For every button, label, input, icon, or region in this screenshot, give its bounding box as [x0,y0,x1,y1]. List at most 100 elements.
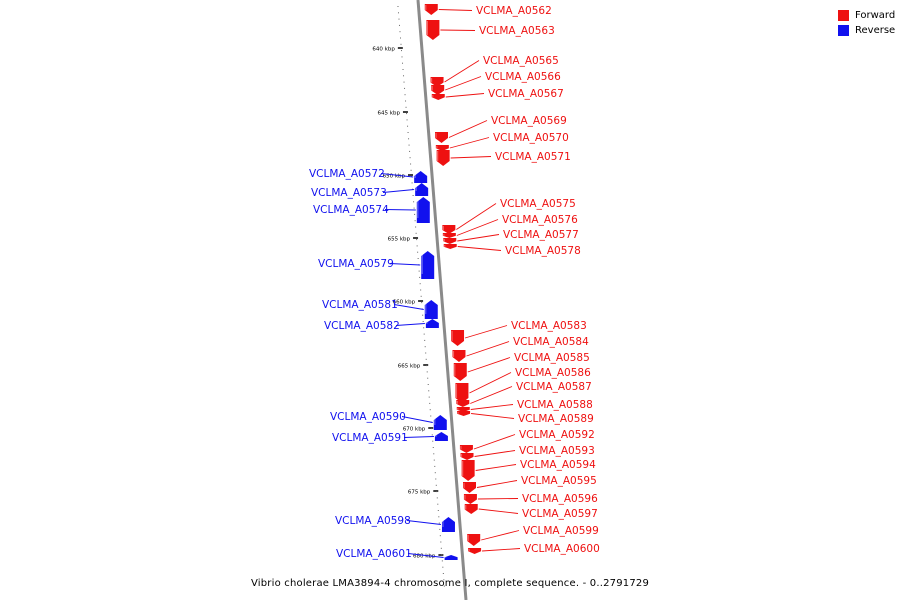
ruler-minor-tick [437,510,439,511]
gene-feature-vclma-a0575 [442,225,456,234]
gene-feature-vclma-a0598 [441,517,455,532]
gene-feature-vclma-a0585 [453,363,467,381]
ruler-minor-tick [425,358,427,360]
ruler-minor-tick [417,258,419,259]
ruler-tick-label: 680 kbp [413,554,436,560]
gene-label-vclma-a0579: VCLMA_A0579 [318,258,394,270]
gene-feature-vclma-a0600 [468,548,482,554]
ruler-minor-tick [405,106,407,108]
gene-label-vclma-a0576: VCLMA_A0576 [502,214,578,226]
tick-layer: 640 kbp 645 kbp 650 kbp 655 kbp 660 kbp 665 k… [372,6,445,587]
gene-feature-vclma-a0569 [435,132,448,143]
gene-leader-line [450,156,492,159]
gene-label-vclma-a0589: VCLMA_A0589 [518,413,594,425]
ruler-minor-tick [431,434,433,436]
gene-label-vclma-a0594: VCLMA_A0594 [520,459,596,471]
gene-feature-vclma-a0595 [463,482,476,493]
ruler-minor-tick [399,31,401,33]
ruler-minor-tick [443,579,445,581]
gene-feature-vclma-a0596 [463,494,477,504]
gene-layer: VCLMA_A0562 VCLMA_A0563 VCLMA_A0565 VCLMA_A… [309,4,600,560]
gene-label-vclma-a0586: VCLMA_A0586 [515,367,591,379]
gene-label-vclma-a0595: VCLMA_A0595 [521,475,597,487]
ruler-minor-tick [441,554,443,556]
ruler-minor-tick [442,573,444,574]
ruler-minor-tick [414,213,416,215]
gene-feature-vclma-a0590 [433,415,447,430]
gene-feature-vclma-a0588 [456,407,470,412]
ruler-minor-tick [397,6,399,7]
gene-feature-vclma-a0563 [426,20,440,40]
ruler-minor-tick [429,409,431,411]
gene-leader-line [384,209,416,211]
ruler-minor-tick [422,321,424,322]
ruler-minor-tick [402,69,404,70]
ruler-minor-tick [402,62,404,64]
forward-swatch-icon [838,10,849,21]
ruler-minor-tick [407,125,409,127]
ruler-minor-tick [424,339,426,341]
ruler-minor-tick [401,56,403,58]
ruler-minor-tick [405,100,407,102]
ruler-minor-tick [424,346,426,348]
gene-leader-line [481,530,520,541]
gene-feature-vclma-a0599 [467,534,481,546]
gene-feature-vclma-a0601 [444,555,458,560]
ruler-minor-tick [422,314,424,316]
gene-leader-line [476,480,518,488]
gene-label-vclma-a0572: VCLMA_A0572 [309,168,385,180]
ruler-minor-tick [421,302,423,304]
gene-label-vclma-a0569: VCLMA_A0569 [491,115,567,127]
gene-leader-line [440,29,476,31]
gene-feature-vclma-a0578 [443,244,457,249]
ruler-minor-tick [419,283,421,285]
ruler-minor-tick [412,195,414,196]
gene-feature-vclma-a0566 [431,85,445,95]
gene-label-vclma-a0570: VCLMA_A0570 [493,132,569,144]
gene-feature-vclma-a0594 [461,460,475,481]
gene-label-vclma-a0585: VCLMA_A0585 [514,352,590,364]
ruler-tick-label: 675 kbp [408,490,431,496]
ruler-minor-tick [425,352,427,354]
gene-label-vclma-a0571: VCLMA_A0571 [495,151,571,163]
legend: Forward Reverse [838,8,895,38]
ruler-minor-tick [440,547,442,549]
gene-label-vclma-a0562: VCLMA_A0562 [476,5,552,17]
gene-label-vclma-a0567: VCLMA_A0567 [488,88,564,100]
ruler-minor-tick [406,119,408,121]
ruler-minor-tick [427,384,429,385]
ruler-minor-tick [443,585,445,587]
gene-label-vclma-a0590: VCLMA_A0590 [330,411,406,423]
ruler-minor-tick [408,144,410,146]
gene-leader-line [457,234,500,242]
gene-leader-line [406,520,442,525]
gene-leader-line [403,436,434,438]
gene-leader-line [464,325,508,339]
gene-feature-vclma-a0591 [434,432,448,441]
gene-leader-line [471,413,515,419]
ruler-minor-tick [428,390,430,392]
ruler-minor-tick [432,440,434,442]
gene-label-vclma-a0581: VCLMA_A0581 [322,299,398,311]
gene-feature-vclma-a0570 [435,145,449,151]
ruler-minor-tick [433,459,435,461]
ruler-minor-tick [409,150,411,152]
gene-feature-vclma-a0589 [457,411,471,416]
gene-leader-line [449,137,490,149]
legend-item-reverse: Reverse [838,23,895,38]
gene-label-vclma-a0573: VCLMA_A0573 [311,187,387,199]
gene-label-vclma-a0582: VCLMA_A0582 [324,320,400,332]
ruler-minor-tick [436,497,438,499]
ruler-minor-tick [440,541,442,543]
ruler-minor-tick [398,18,400,20]
ruler-minor-tick [414,220,416,222]
gene-label-vclma-a0578: VCLMA_A0578 [505,245,581,257]
gene-label-vclma-a0598: VCLMA_A0598 [335,515,411,527]
ruler-tick-label: 665 kbp [398,364,421,370]
ruler-tick-label: 645 kbp [378,111,401,117]
ruler-minor-tick [418,270,420,272]
gene-leader-line [474,450,516,457]
ruler-minor-tick [401,50,403,52]
legend-label-forward: Forward [855,10,896,21]
